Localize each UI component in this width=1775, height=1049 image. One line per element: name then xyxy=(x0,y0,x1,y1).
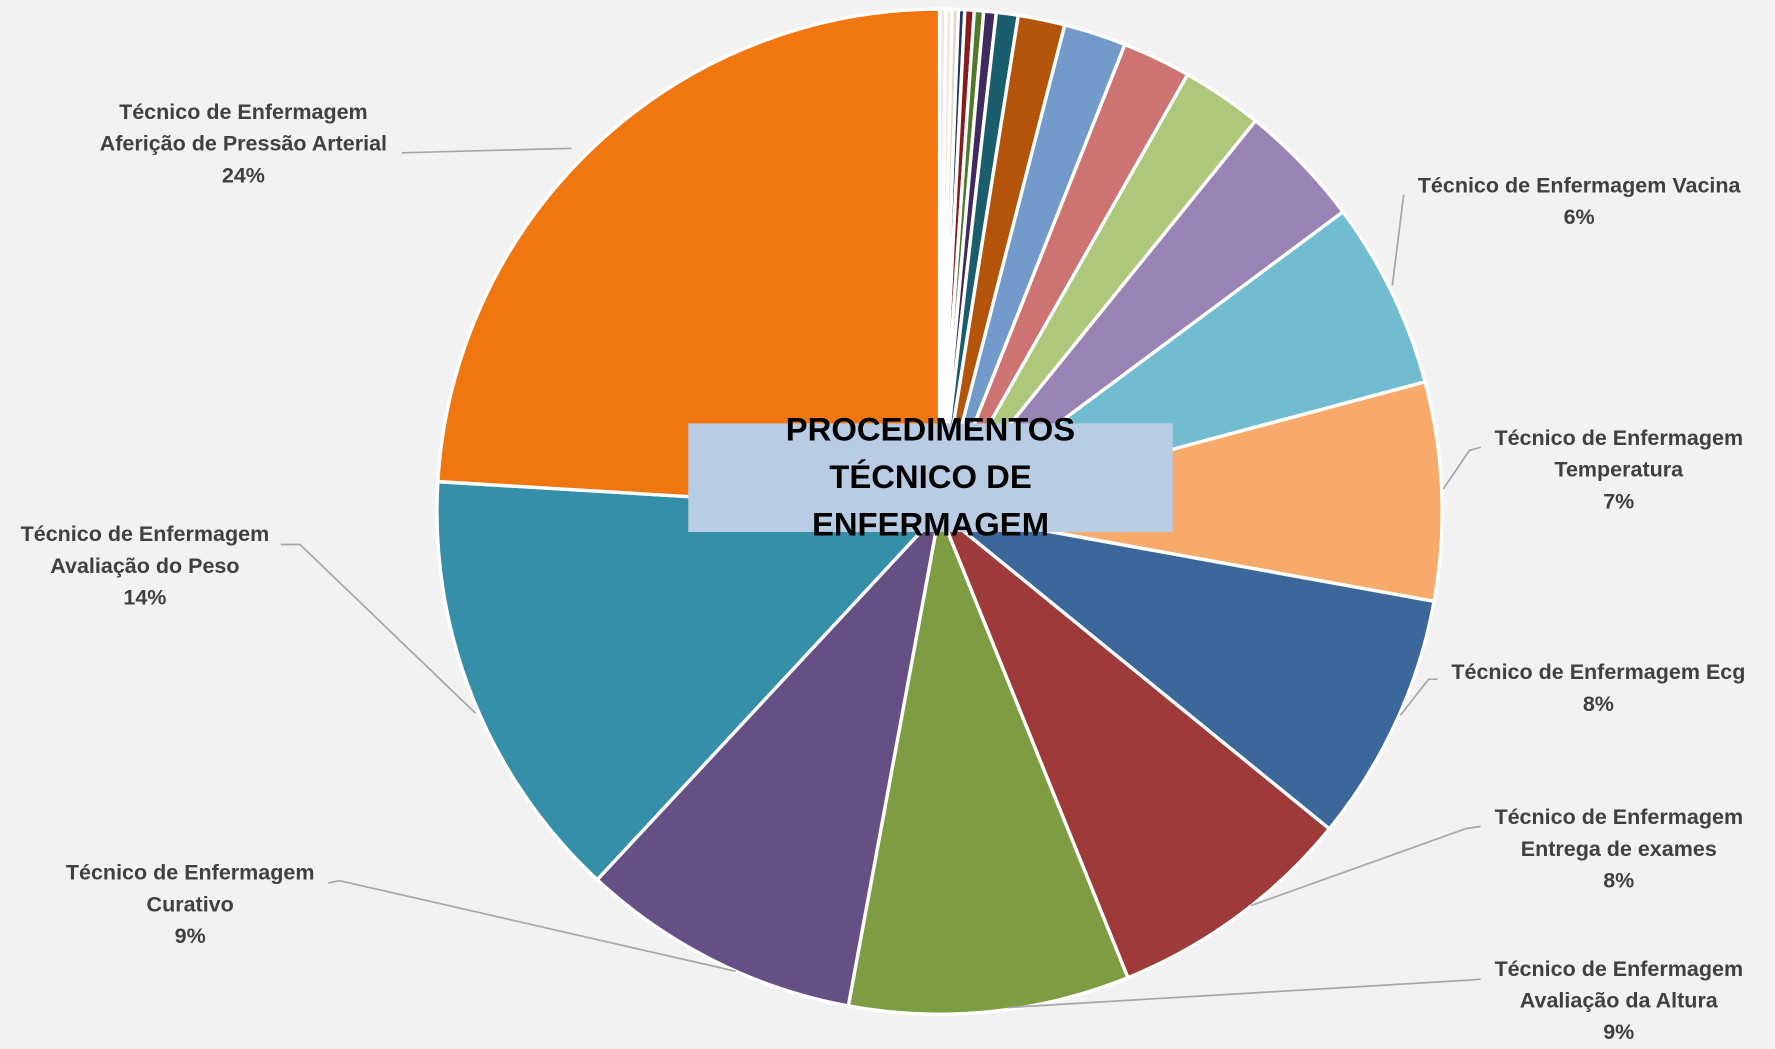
value-label: 9% xyxy=(1603,1021,1635,1045)
leader-line xyxy=(401,147,572,154)
value-label: 14% xyxy=(123,586,167,611)
data-label: Técnico de Enfermagem Ecg 8% xyxy=(1429,658,1769,721)
category-label: Técnico de Enfermagem Vacina xyxy=(1417,174,1741,199)
data-label: Técnico de Enfermagem Temperatura 7% xyxy=(1477,423,1760,518)
pie-slice xyxy=(938,509,1437,832)
category-label: Técnico de Enfermagem Ecg xyxy=(1451,661,1746,685)
leader-line xyxy=(1007,978,1481,1009)
chart-title: PROCEDIMENTOS TÉCNICO DE ENFERMAGEM xyxy=(688,412,1173,543)
value-label: 8% xyxy=(1582,692,1614,717)
pie-slice xyxy=(939,379,1444,604)
category-label: Técnico de Enfermagem Entrega de exames xyxy=(1494,805,1744,862)
leader-line xyxy=(1391,194,1405,286)
data-label: Técnico de Enfermagem Avaliação da Altur… xyxy=(1455,954,1775,1049)
data-label: Técnico de Enfermagem Vacina 6% xyxy=(1398,171,1760,234)
value-label: 8% xyxy=(1603,869,1635,894)
data-label: Técnico de Enfermagem Curativo 9% xyxy=(49,858,332,953)
value-label: 6% xyxy=(1563,206,1595,230)
leader-line xyxy=(1442,446,1481,490)
category-label: Técnico de Enfermagem Avaliação do Peso xyxy=(20,522,270,579)
category-label: Técnico de Enfermagem Curativo xyxy=(65,861,315,917)
pie-slice xyxy=(436,7,942,514)
category-label: Técnico de Enfermagem Avaliação da Altur… xyxy=(1494,957,1744,1014)
category-label: Técnico de Enfermagem Temperatura xyxy=(1494,426,1744,483)
leader-line xyxy=(1250,825,1481,907)
data-label: Técnico de Enfermagem Aferição de Pressã… xyxy=(74,97,414,192)
pie-slice xyxy=(594,506,943,1008)
data-label: Técnico de Enfermagem Avaliação do Peso 1… xyxy=(3,520,286,615)
pie-slice xyxy=(937,510,1332,980)
value-label: 9% xyxy=(174,924,206,949)
leader-line xyxy=(1399,678,1438,716)
leader-line xyxy=(328,879,736,973)
pie-slice xyxy=(846,505,1131,1016)
leader-line xyxy=(280,543,477,714)
pie-slice xyxy=(435,479,944,883)
value-label: 24% xyxy=(221,164,265,188)
category-label: Técnico de Enfermagem Aferição de Pressã… xyxy=(99,100,388,157)
data-label: Técnico de Enfermagem Entrega de exames 8… xyxy=(1455,803,1775,898)
value-label: 7% xyxy=(1603,490,1635,514)
